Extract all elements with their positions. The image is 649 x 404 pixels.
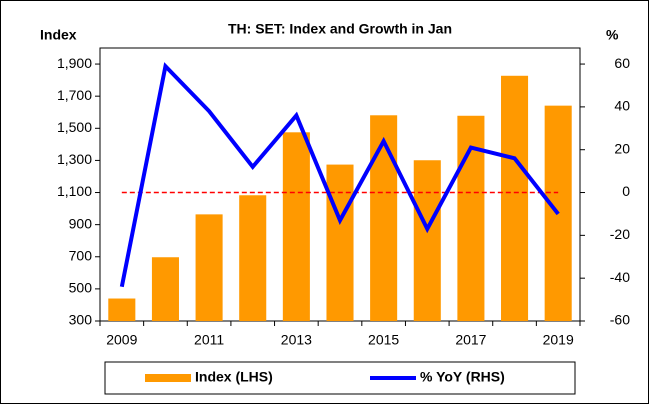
bar	[370, 115, 398, 321]
bar	[413, 160, 441, 321]
y2-tick-label: -20	[610, 226, 630, 242]
y-tick-label: 1,300	[57, 151, 92, 167]
y2-tick-label: 60	[614, 55, 630, 71]
y-tick-label: 900	[69, 215, 93, 231]
legend-label: Index (LHS)	[195, 369, 273, 385]
y2-tick-label: -40	[610, 269, 630, 285]
y-tick-label: 300	[69, 312, 93, 328]
y2-tick-label: 40	[614, 98, 630, 114]
chart-title: TH: SET: Index and Growth in Jan	[228, 21, 452, 37]
line-series	[119, 62, 560, 288]
x-tick-label: 2009	[106, 332, 137, 348]
y-tick-label: 1,500	[57, 119, 92, 135]
y-tick-label: 1,100	[57, 183, 92, 199]
bar	[282, 132, 310, 321]
y-tick-label: 1,900	[57, 55, 92, 71]
bar	[326, 164, 354, 321]
y-tick-label: 1,700	[57, 87, 92, 103]
legend-label: % YoY (RHS)	[420, 369, 505, 385]
bar	[151, 257, 179, 321]
x-tick-label: 2019	[543, 332, 574, 348]
y-axis-title: Index	[40, 27, 77, 43]
bar	[239, 195, 267, 321]
y2-tick-label: 0	[622, 183, 630, 199]
x-tick-label: 2011	[194, 332, 224, 348]
y2-tick-label: -60	[610, 312, 630, 328]
legend-swatch	[145, 374, 191, 382]
x-tick-label: 2017	[455, 332, 486, 348]
y2-tick-label: 20	[614, 140, 630, 156]
x-tick-label: 2015	[368, 332, 399, 348]
bar	[108, 298, 136, 321]
y-tick-label: 700	[69, 247, 93, 263]
bar	[195, 214, 223, 321]
y-tick-label: 500	[69, 280, 93, 296]
bar	[501, 75, 529, 321]
y2-axis-title: %	[606, 27, 619, 43]
x-tick-label: 2013	[281, 332, 312, 348]
